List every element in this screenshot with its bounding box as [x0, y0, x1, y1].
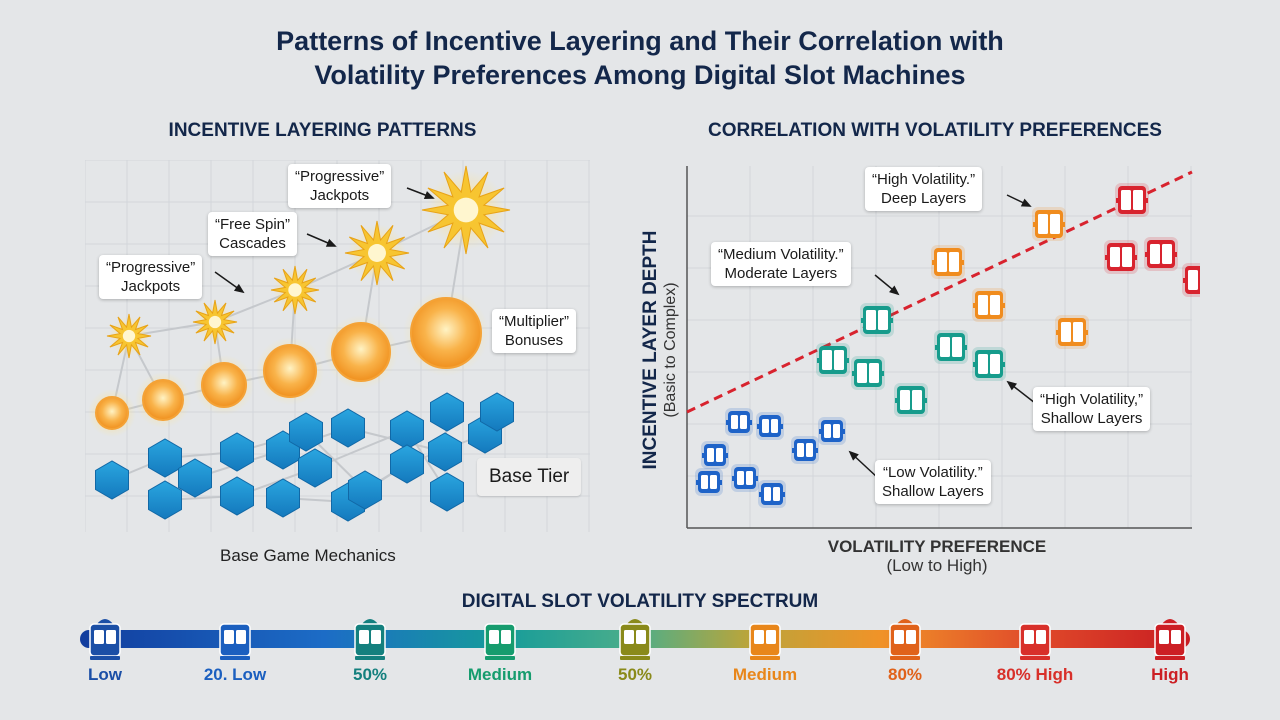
trend-line: [686, 170, 1193, 414]
spectrum-slot-icon: [484, 623, 516, 660]
callout-progressive-jackpots-left: “Progressive” Jackpots: [99, 255, 203, 299]
spectrum-heading: DIGITAL SLOT VOLATILITY SPECTRUM: [461, 591, 819, 612]
spectrum-slot-icon: [219, 623, 251, 660]
left-heading: INCENTIVE LAYERING PATTERNS: [168, 120, 477, 141]
hex-node: [428, 432, 462, 472]
spectrum-slot-icon: [89, 619, 121, 660]
right-heading: CORRELATION WITH VOLATILITY PREFERENCES: [708, 120, 1162, 141]
callout-multiplier-bonuses: “Multiplier” Bonuses: [492, 309, 577, 353]
volatility-correlation-plot: “High Volatility.” Deep Layers “Medium V…: [630, 160, 1200, 580]
multiplier-orb: [331, 322, 391, 382]
spectrum-label: 80%: [887, 665, 923, 684]
hex-node: [289, 412, 323, 452]
multiplier-orb: [263, 344, 317, 398]
hex-node: [266, 478, 300, 518]
slot-point-medium: [851, 356, 885, 390]
slot-point-orange: [972, 288, 1006, 322]
slot-point-low: [756, 412, 784, 440]
slot-point-high: [1182, 263, 1200, 297]
hex-node: [298, 448, 332, 488]
spectrum-slot-icon: [889, 619, 921, 660]
hex-node: [220, 432, 254, 472]
hex-node: [348, 470, 382, 510]
slot-point-medium: [934, 330, 968, 364]
slot-point-medium: [972, 347, 1006, 381]
hex-node: [178, 458, 212, 498]
hex-node: [148, 480, 182, 520]
slot-point-low: [758, 480, 786, 508]
spectrum-label: 20. Low: [203, 665, 267, 684]
callout-arrow: [325, 238, 337, 247]
callout-medium-volatility-moderate: “Medium Volatility.” Moderate Layers: [711, 242, 851, 286]
volatility-spectrum-bar: [80, 610, 1200, 690]
slot-point-orange: [931, 245, 965, 279]
hex-node: [430, 392, 464, 432]
slot-point-medium: [894, 383, 928, 417]
callout-free-spin-cascades: “Free Spin” Cascades: [208, 212, 298, 256]
x-axis-subtitle: (Low to High): [886, 556, 988, 575]
y-axis-subtitle: (Basic to Complex): [662, 282, 679, 418]
base-tier-label: Base Tier: [477, 458, 582, 496]
multiplier-orb: [142, 379, 184, 421]
spectrum-label: 50%: [617, 665, 653, 684]
slot-point-low: [725, 408, 753, 436]
callout-arrow: [889, 285, 900, 296]
title-line-1: Patterns of Incentive Layering and Their…: [276, 26, 1004, 56]
hex-node: [331, 408, 365, 448]
callout-high-volatility-deep: “High Volatility.” Deep Layers: [865, 167, 983, 211]
spectrum-label: Low: [88, 665, 122, 684]
slot-point-low: [731, 464, 759, 492]
slot-point-low: [701, 441, 729, 469]
slot-point-low: [791, 436, 819, 464]
slot-point-low: [695, 468, 723, 496]
spectrum-label: 50%: [352, 665, 388, 684]
page-title: Patterns of Incentive Layering and Their…: [0, 24, 1280, 92]
multiplier-orb: [201, 362, 247, 408]
slot-point-orange: [1032, 207, 1066, 241]
callout-arrow: [848, 450, 859, 461]
spectrum-label: 80% High: [996, 665, 1074, 684]
hex-node: [220, 476, 254, 516]
y-axis-title: INCENTIVE LAYER DEPTH: [640, 230, 661, 470]
slot-point-orange: [1055, 315, 1089, 349]
slot-point-high: [1144, 237, 1178, 271]
spectrum-label: Medium: [732, 665, 798, 684]
slot-point-medium: [860, 303, 894, 337]
spectrum-slot-icon: [1019, 623, 1051, 660]
callout-low-volatility-shallow: “Low Volatility.” Shallow Layers: [875, 460, 991, 504]
slot-point-low: [818, 417, 846, 445]
slot-point-high: [1115, 183, 1149, 217]
spectrum-slot-icon: [619, 619, 651, 660]
spectrum-label: High: [1151, 665, 1189, 684]
hex-node: [390, 410, 424, 450]
x-axis-title: VOLATILITY PREFERENCE: [827, 537, 1047, 556]
spectrum-slot-icon: [749, 623, 781, 660]
hex-node: [430, 472, 464, 512]
callout-arrow: [1020, 198, 1032, 207]
multiplier-orb: [95, 396, 129, 430]
hex-node: [480, 392, 514, 432]
callout-arrow: [423, 191, 435, 200]
spectrum-label: Medium: [467, 665, 533, 684]
spectrum-slot-icon: [354, 619, 386, 660]
callout-progressive-jackpots-top: “Progressive” Jackpots: [288, 164, 392, 208]
callout-high-volatility-shallow: “High Volatility,” Shallow Layers: [1033, 387, 1151, 431]
callout-arrow: [1006, 380, 1018, 391]
base-game-caption: Base Game Mechanics: [220, 546, 396, 565]
hex-node: [148, 438, 182, 478]
callout-arrow: [233, 283, 245, 294]
slot-point-high: [1104, 240, 1138, 274]
hex-node: [390, 444, 424, 484]
title-line-2: Volatility Preferences Among Digital Slo…: [314, 60, 966, 90]
incentive-layering-diagram: “Progressive” Jackpots “Free Spin” Casca…: [85, 160, 590, 532]
slot-point-medium: [816, 343, 850, 377]
hex-node: [95, 460, 129, 500]
spectrum-slot-icon: [1154, 619, 1186, 660]
multiplier-orb: [410, 297, 482, 369]
